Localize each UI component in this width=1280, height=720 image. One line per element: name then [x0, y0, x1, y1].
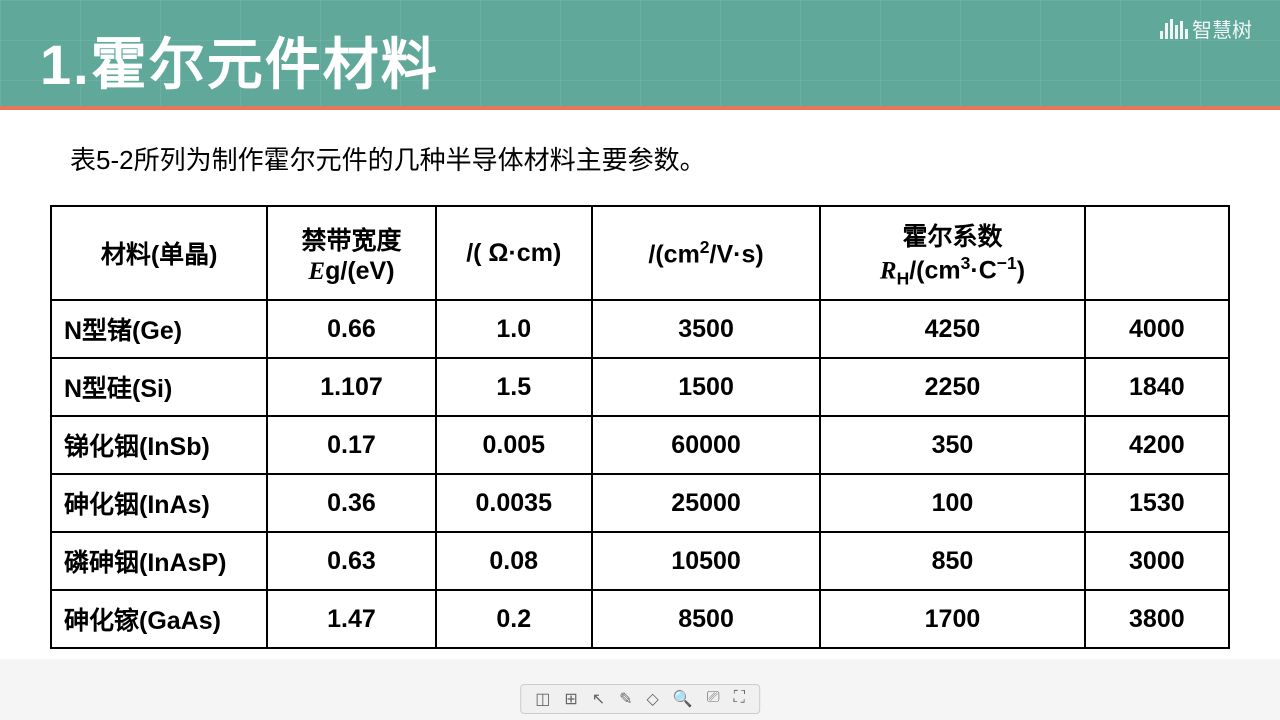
- cell-rho: 0.005: [436, 416, 592, 474]
- cell-mu: 1500: [592, 358, 820, 416]
- cell-extra: 1840: [1085, 358, 1229, 416]
- cell-rh: 350: [820, 416, 1084, 474]
- logo-bars-icon: [1160, 19, 1188, 39]
- cell-rho: 1.5: [436, 358, 592, 416]
- cell-eg: 0.66: [267, 300, 435, 358]
- toolbar-icon-4[interactable]: ◇: [647, 689, 659, 709]
- table-row: 磷砷铟(InAsP)0.630.08105008503000: [51, 532, 1229, 590]
- cell-mu: 8500: [592, 590, 820, 648]
- cell-material: 砷化铟(InAs): [51, 474, 267, 532]
- cell-eg: 0.63: [267, 532, 435, 590]
- slide-header: 1.霍尔元件材料 智慧树: [0, 0, 1280, 110]
- cell-extra: 4000: [1085, 300, 1229, 358]
- logo-text: 智慧树: [1192, 14, 1252, 43]
- cell-rh: 4250: [820, 300, 1084, 358]
- cell-eg: 1.107: [267, 358, 435, 416]
- toolbar-icon-6[interactable]: ⎚: [707, 689, 720, 709]
- cell-material: 砷化镓(GaAs): [51, 590, 267, 648]
- cell-mu: 3500: [592, 300, 820, 358]
- toolbar-icon-0[interactable]: ◫: [535, 689, 550, 709]
- cell-material: N型锗(Ge): [51, 300, 267, 358]
- cell-extra: 4200: [1085, 416, 1229, 474]
- cell-material: 锑化铟(InSb): [51, 416, 267, 474]
- cell-rh: 100: [820, 474, 1084, 532]
- toolbar-icon-5[interactable]: 🔍: [673, 689, 693, 709]
- cell-mu: 60000: [592, 416, 820, 474]
- col-header-material: 材料(单晶): [51, 206, 267, 300]
- cell-mu: 25000: [592, 474, 820, 532]
- table-row: 砷化镓(GaAs)1.470.2850017003800: [51, 590, 1229, 648]
- toolbar-icon-7[interactable]: ⛶: [734, 689, 745, 709]
- cell-rh: 850: [820, 532, 1084, 590]
- col-header-extra: [1085, 206, 1229, 300]
- cell-extra: 3800: [1085, 590, 1229, 648]
- col-header-rh: 霍尔系数RH/(cm3·C−1): [820, 206, 1084, 300]
- table-header-row: 材料(单晶)禁带宽度Eg/(eV)/( Ω·cm)/(cm2/V·s)霍尔系数R…: [51, 206, 1229, 300]
- cell-extra: 1530: [1085, 474, 1229, 532]
- col-header-eg: 禁带宽度Eg/(eV): [267, 206, 435, 300]
- brand-logo: 智慧树: [1160, 14, 1252, 43]
- table-row: 砷化铟(InAs)0.360.0035250001001530: [51, 474, 1229, 532]
- table-row: N型硅(Si)1.1071.5150022501840: [51, 358, 1229, 416]
- col-header-mu: /(cm2/V·s): [592, 206, 820, 300]
- page-title: 1.霍尔元件材料: [40, 20, 1240, 101]
- table-row: 锑化铟(InSb)0.170.005600003504200: [51, 416, 1229, 474]
- cell-eg: 1.47: [267, 590, 435, 648]
- cell-extra: 3000: [1085, 532, 1229, 590]
- cell-rh: 2250: [820, 358, 1084, 416]
- cell-material: N型硅(Si): [51, 358, 267, 416]
- toolbar-icon-1[interactable]: ⊞: [564, 689, 577, 709]
- cell-rh: 1700: [820, 590, 1084, 648]
- table-row: N型锗(Ge)0.661.0350042504000: [51, 300, 1229, 358]
- cell-mu: 10500: [592, 532, 820, 590]
- toolbar-icon-3[interactable]: ✎: [619, 689, 632, 709]
- cell-material: 磷砷铟(InAsP): [51, 532, 267, 590]
- toolbar-icon-2[interactable]: ↖: [592, 689, 605, 709]
- materials-table: 材料(单晶)禁带宽度Eg/(eV)/( Ω·cm)/(cm2/V·s)霍尔系数R…: [50, 205, 1230, 649]
- cell-eg: 0.17: [267, 416, 435, 474]
- presentation-toolbar[interactable]: ◫ ⊞ ↖ ✎ ◇ 🔍 ⎚ ⛶: [520, 684, 760, 714]
- slide-content: 表5-2所列为制作霍尔元件的几种半导体材料主要参数。 材料(单晶)禁带宽度Eg/…: [0, 110, 1280, 659]
- cell-eg: 0.36: [267, 474, 435, 532]
- cell-rho: 0.0035: [436, 474, 592, 532]
- col-header-rho: /( Ω·cm): [436, 206, 592, 300]
- cell-rho: 0.2: [436, 590, 592, 648]
- cell-rho: 1.0: [436, 300, 592, 358]
- cell-rho: 0.08: [436, 532, 592, 590]
- intro-text: 表5-2所列为制作霍尔元件的几种半导体材料主要参数。: [70, 140, 1230, 177]
